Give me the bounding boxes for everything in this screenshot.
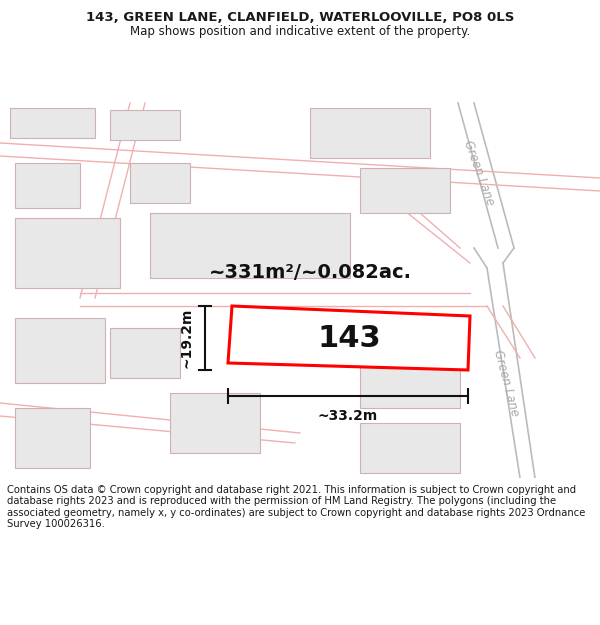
Polygon shape (130, 163, 190, 203)
Polygon shape (15, 408, 90, 468)
Text: ~331m²/~0.082ac.: ~331m²/~0.082ac. (209, 264, 412, 282)
Text: ~19.2m: ~19.2m (180, 308, 194, 368)
Polygon shape (360, 358, 460, 408)
Text: ~33.2m: ~33.2m (318, 409, 378, 423)
Polygon shape (228, 306, 470, 370)
Polygon shape (15, 218, 120, 288)
Text: Green Lane: Green Lane (461, 139, 497, 208)
Polygon shape (360, 168, 450, 213)
Polygon shape (110, 328, 180, 378)
Text: Contains OS data © Crown copyright and database right 2021. This information is : Contains OS data © Crown copyright and d… (7, 484, 586, 529)
Text: 143, GREEN LANE, CLANFIELD, WATERLOOVILLE, PO8 0LS: 143, GREEN LANE, CLANFIELD, WATERLOOVILL… (86, 11, 514, 24)
Polygon shape (110, 110, 180, 140)
Text: Green Lane: Green Lane (491, 348, 521, 418)
Polygon shape (10, 108, 95, 138)
Polygon shape (170, 393, 260, 453)
Polygon shape (310, 108, 430, 158)
Text: 143: 143 (317, 324, 382, 353)
Polygon shape (15, 318, 105, 383)
Polygon shape (150, 213, 350, 278)
Polygon shape (15, 163, 80, 208)
Text: Map shows position and indicative extent of the property.: Map shows position and indicative extent… (130, 26, 470, 38)
Polygon shape (360, 423, 460, 473)
